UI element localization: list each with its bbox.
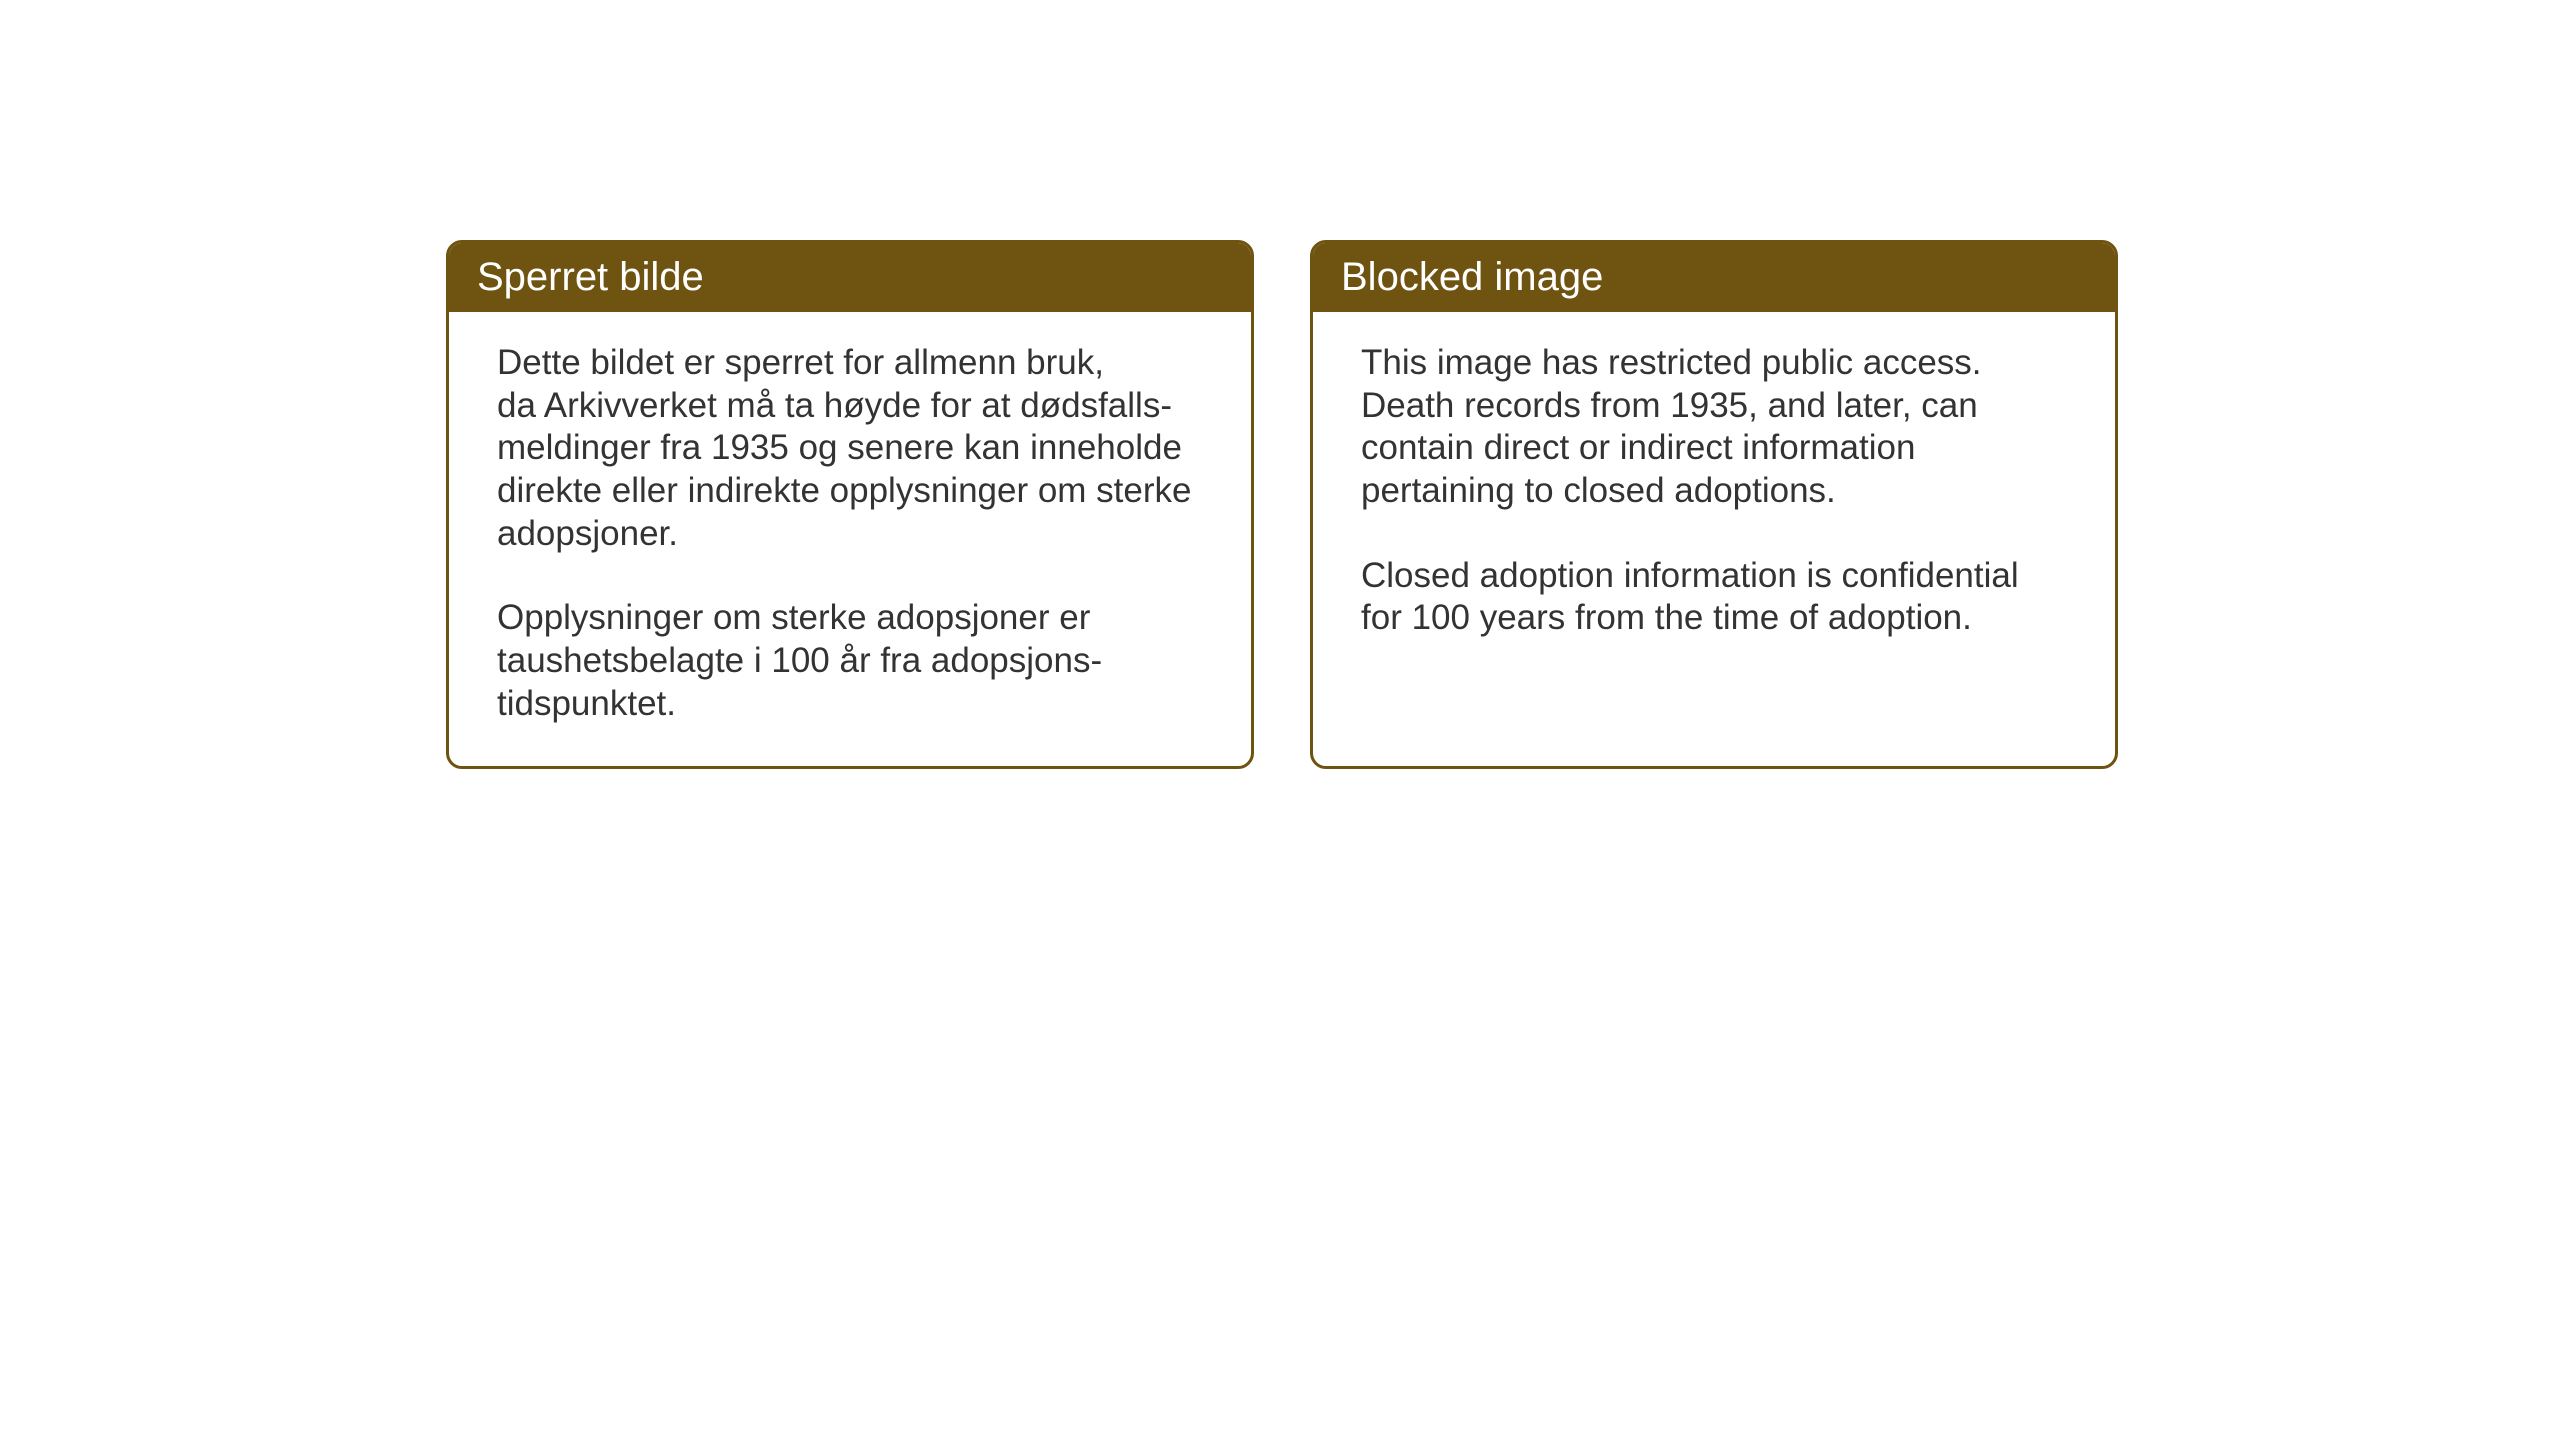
card-title-norwegian: Sperret bilde [477,255,1223,300]
card-title-english: Blocked image [1341,255,2087,300]
paragraph-text: Dette bildet er sperret for allmenn bruk… [497,342,1203,555]
cards-container: Sperret bilde Dette bildet er sperret fo… [446,240,2118,769]
card-english: Blocked image This image has restricted … [1310,240,2118,769]
card-body-norwegian: Dette bildet er sperret for allmenn bruk… [449,312,1251,766]
paragraph-text: Opplysninger om sterke adopsjoner er tau… [497,597,1203,725]
paragraph-text: This image has restricted public access.… [1361,342,2067,513]
card-norwegian: Sperret bilde Dette bildet er sperret fo… [446,240,1254,769]
card-body-english: This image has restricted public access.… [1313,312,2115,732]
card-header-norwegian: Sperret bilde [449,243,1251,312]
card-header-english: Blocked image [1313,243,2115,312]
paragraph-text: Closed adoption information is confident… [1361,555,2067,640]
